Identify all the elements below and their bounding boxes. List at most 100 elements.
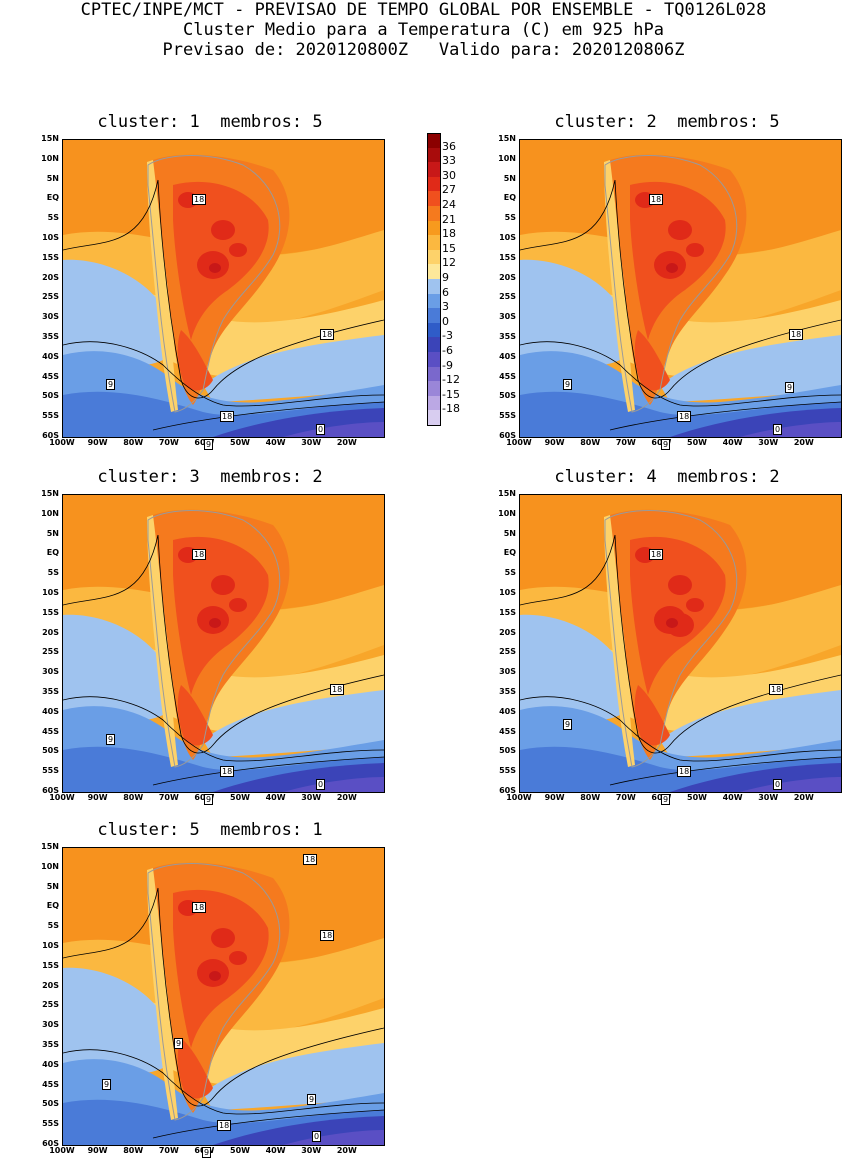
colorbar-label: -9 [442, 358, 453, 372]
y-axis-tick-label: 25S [42, 1000, 59, 1010]
map-panel-cluster-4: cluster: 4 membros: 2 15N 10N 5N EQ 5S 10S 15S 2… [487, 467, 847, 807]
y-axis-tick-label: 30S [42, 1020, 59, 1030]
colorbar-label: -6 [442, 344, 453, 357]
y-axis-tick-label: 40S [42, 351, 59, 361]
x-axis-tick-label: 100W [49, 438, 75, 447]
y-axis-tick-label: 5S [47, 568, 59, 578]
map-frame [62, 847, 385, 1146]
map-panel-cluster-3: cluster: 3 membros: 2 15N 10N 5N EQ 5S 10S 15S 2… [30, 467, 390, 807]
contour-label: 9 [202, 1147, 212, 1158]
panel-title: cluster: 4 membros: 2 [554, 467, 780, 487]
colorbar-label: -3 [442, 329, 453, 343]
y-axis-tick-label: 15N [41, 134, 59, 143]
x-axis-tick-label: 70W [158, 793, 179, 802]
y-axis-tick-label: 15N [41, 842, 59, 851]
x-axis-tick-label: 20W [336, 438, 357, 447]
colorbar-swatch [427, 206, 441, 221]
x-axis-tick-label: 70W [615, 793, 636, 802]
colorbar-label: -15 [442, 387, 460, 401]
x-axis-tick-label: 90W [544, 793, 565, 802]
x-axis-tick-label: 40W [722, 438, 743, 447]
contour-label: 9 [102, 1079, 112, 1090]
colorbar-swatch [427, 308, 441, 323]
contour-label: 18 [192, 194, 207, 205]
y-axis-tick-label: 15S [42, 960, 59, 970]
header-title-line2: Cluster Medio para a Temperatura (C) em … [182, 20, 665, 40]
y-axis-tick-label: 50S [499, 391, 516, 401]
colorbar-swatch [427, 176, 441, 192]
x-axis-tick-label: 20W [336, 793, 357, 802]
x-axis-tick-label: 50W [687, 438, 707, 447]
colorbar-label: 36 [442, 139, 456, 153]
y-axis-tick-label: 20S [42, 272, 59, 282]
map-frame [62, 494, 385, 793]
y-axis-tick-label: 20S [499, 272, 516, 282]
x-axis-tick-label: 50W [230, 1146, 250, 1155]
x-axis-tick-label: 90W [544, 438, 565, 447]
contour-label: 9 [307, 1094, 317, 1105]
y-axis-tick-label: 60S [42, 431, 59, 440]
x-axis-tick-label: 40W [722, 793, 743, 802]
colorbar-swatch [427, 249, 441, 265]
y-axis-tick-label: 60S [42, 786, 59, 795]
map-frame [519, 494, 842, 793]
contour-label: 18 [192, 549, 207, 560]
contour-label: 18 [217, 1120, 232, 1131]
panel-title: cluster: 3 membros: 2 [97, 467, 323, 487]
contour-label: 18 [769, 684, 784, 695]
y-axis-tick-label: 50S [42, 391, 59, 401]
map-panel-cluster-1: cluster: 1 membros: 5 15N 10N 5N EQ 5S 10S 15S 2… [30, 112, 390, 452]
colorbar-swatch [427, 264, 441, 279]
colorbar-label: 33 [442, 154, 456, 168]
y-axis-tick-label: 20S [499, 627, 516, 637]
y-axis-tick-label: EQ [503, 193, 516, 203]
map-frame [519, 139, 842, 438]
colorbar-swatch [427, 293, 441, 309]
colorbar-swatch [427, 381, 441, 396]
contour-label: 18 [677, 411, 692, 422]
map-panel-cluster-5: cluster: 5 membros: 1 15N 10N 5N EQ 5S 10S 15S 2… [30, 820, 390, 1158]
colorbar-label: 30 [442, 168, 456, 182]
colorbar-swatch [427, 191, 441, 206]
x-axis-tick-label: 90W [87, 793, 108, 802]
y-axis-tick-label: 45S [499, 371, 516, 381]
contour-label: 0 [316, 779, 326, 790]
y-axis-tick-label: EQ [46, 193, 59, 203]
x-axis-tick-label: 80W [123, 793, 144, 802]
temperature-field-map [520, 140, 841, 437]
y-axis-tick-label: 25S [42, 647, 59, 657]
y-axis-tick-label: 15S [499, 607, 516, 617]
colorbar-label: 3 [442, 300, 449, 314]
contour-label: 18 [192, 902, 207, 913]
x-axis-tick-label: 50W [230, 438, 250, 447]
colorbar-label: 9 [442, 271, 449, 284]
y-axis-tick-label: 55S [42, 411, 59, 421]
colorbar-label: 21 [442, 212, 456, 226]
contour-label: 18 [677, 766, 692, 777]
contour-label: 9 [563, 379, 573, 390]
y-axis-tick-label: 5N [46, 173, 59, 183]
y-axis-tick-label: 10S [42, 233, 59, 242]
contour-label: 0 [773, 424, 783, 435]
y-axis-tick-label: 60S [42, 1139, 59, 1148]
x-axis-tick-label: 20W [793, 438, 814, 447]
x-axis-tick-label: 80W [580, 438, 601, 447]
y-axis-tick-label: 55S [42, 766, 59, 776]
contour-label: 9 [106, 734, 116, 745]
panel-title: cluster: 1 membros: 5 [97, 112, 323, 132]
colorbar-swatch [427, 410, 441, 426]
contour-label: 0 [316, 424, 326, 435]
y-axis-tick-label: 45S [42, 726, 59, 736]
y-axis-tick-label: 15N [498, 489, 516, 498]
y-axis-tick-label: 10N [498, 508, 516, 518]
x-axis-tick-label: 20W [336, 1146, 357, 1155]
y-axis-tick-label: 35S [499, 687, 516, 696]
temperature-field-map [520, 495, 841, 792]
contour-label: 9 [204, 794, 214, 805]
y-axis-tick-label: 55S [42, 1119, 59, 1129]
x-axis-tick-label: 70W [158, 438, 179, 447]
y-axis-tick-label: 40S [42, 1059, 59, 1069]
contour-label: 18 [303, 854, 318, 865]
x-axis-tick-label: 40W [265, 1146, 286, 1155]
y-axis-tick-label: 45S [42, 1079, 59, 1089]
